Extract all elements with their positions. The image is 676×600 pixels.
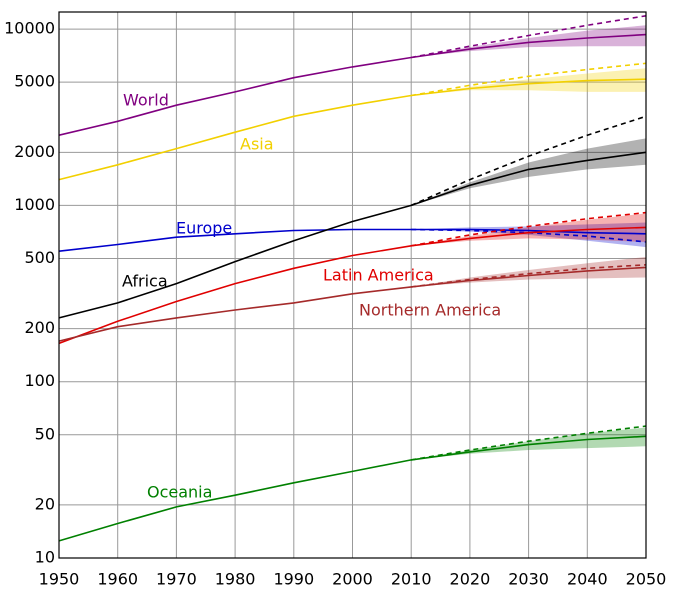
labels: World Asia Europe Africa Latin America Northe… bbox=[122, 91, 501, 502]
x-tick-label: 1970 bbox=[156, 570, 197, 589]
x-tick-label: 1980 bbox=[215, 570, 256, 589]
x-tick-label: 1950 bbox=[39, 570, 80, 589]
series-label: Africa bbox=[122, 272, 168, 291]
series-label: Oceania bbox=[147, 483, 212, 502]
y-tick-label: 200 bbox=[24, 318, 55, 337]
population-line bbox=[58, 266, 647, 342]
projection-band bbox=[411, 256, 646, 287]
y-tick-label: 5000 bbox=[14, 72, 55, 91]
population-line bbox=[58, 78, 647, 181]
series-label: Latin America bbox=[323, 266, 434, 285]
series-label: Northern America bbox=[359, 301, 501, 320]
plot-frame bbox=[58, 11, 647, 559]
x-tick-label: 2020 bbox=[450, 570, 491, 589]
high-projection-line bbox=[411, 15, 647, 59]
x-tick-label: 2000 bbox=[332, 570, 373, 589]
x-tick-label: 1990 bbox=[273, 570, 314, 589]
projection-band bbox=[411, 138, 646, 206]
series-label: World bbox=[123, 91, 169, 110]
high-projection-line bbox=[410, 115, 647, 207]
y-tick-label: 10000 bbox=[4, 19, 55, 38]
population-line bbox=[58, 435, 647, 542]
y-tick-label: 100 bbox=[24, 371, 55, 390]
series-label: Asia bbox=[240, 135, 274, 154]
x-tick-label: 2030 bbox=[508, 570, 549, 589]
y-tick-label: 10 bbox=[35, 548, 55, 567]
high-projection-line bbox=[411, 211, 647, 247]
y-tick-label: 1000 bbox=[14, 195, 55, 214]
y-tick-label: 50 bbox=[35, 424, 55, 443]
high-projection-line bbox=[411, 425, 647, 461]
y-tick-label: 20 bbox=[35, 494, 55, 513]
x-tick-label: 2040 bbox=[567, 570, 608, 589]
y-tick-label: 500 bbox=[24, 248, 55, 267]
x-tick-label: 2010 bbox=[391, 570, 432, 589]
population-line bbox=[58, 151, 647, 319]
x-tick-label: 2050 bbox=[626, 570, 667, 589]
projection-band bbox=[411, 222, 646, 248]
y-tick-label: 2000 bbox=[14, 142, 55, 161]
population-line bbox=[58, 33, 647, 136]
x-tick-label: 1960 bbox=[97, 570, 138, 589]
high-projection-line bbox=[411, 62, 647, 97]
series-label: Europe bbox=[176, 219, 232, 238]
population-line bbox=[58, 226, 647, 345]
lines bbox=[58, 15, 647, 542]
